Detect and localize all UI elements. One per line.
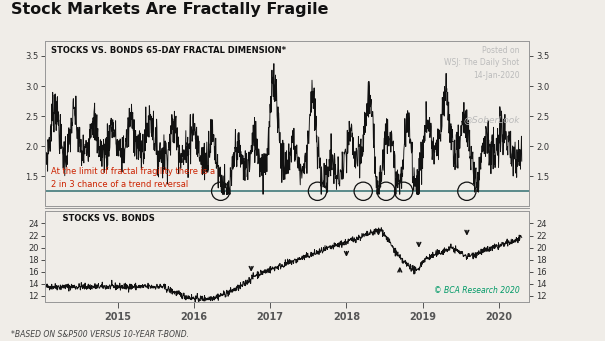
Text: @SoberLook: @SoberLook	[463, 115, 520, 124]
Text: Posted on
WSJ: The Daily Shot
14-Jan-2020: Posted on WSJ: The Daily Shot 14-Jan-202…	[445, 46, 520, 80]
Text: 2 in 3 chance of a trend reversal: 2 in 3 chance of a trend reversal	[51, 180, 188, 189]
Text: At the limit of fractal fragility there is a: At the limit of fractal fragility there …	[51, 167, 215, 176]
Text: STOCKS VS. BONDS: STOCKS VS. BONDS	[51, 214, 155, 223]
Text: © BCA Research 2020: © BCA Research 2020	[434, 285, 520, 295]
Text: *BASED ON S&P500 VERSUS 10-YEAR T-BOND.: *BASED ON S&P500 VERSUS 10-YEAR T-BOND.	[11, 330, 189, 339]
Text: STOCKS VS. BONDS 65-DAY FRACTAL DIMENSION*: STOCKS VS. BONDS 65-DAY FRACTAL DIMENSIO…	[51, 46, 286, 55]
Text: Stock Markets Are Fractally Fragile: Stock Markets Are Fractally Fragile	[11, 2, 329, 17]
